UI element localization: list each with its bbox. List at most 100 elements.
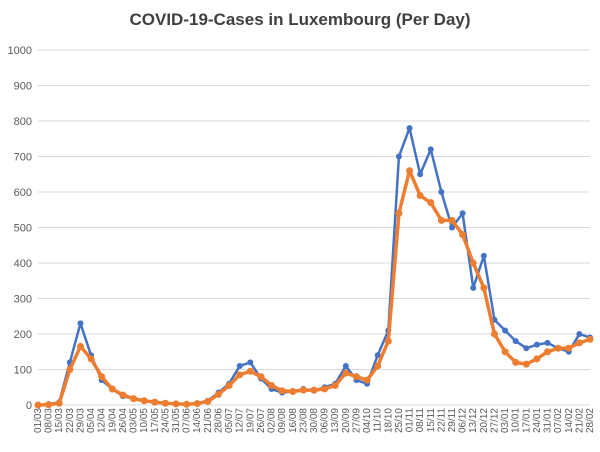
data-point xyxy=(480,284,488,292)
data-point xyxy=(427,199,435,207)
x-tick-label: 26/07 xyxy=(256,408,267,433)
data-point xyxy=(257,373,265,381)
data-point xyxy=(395,153,402,160)
x-tick-label: 17/01 xyxy=(521,408,532,433)
data-point xyxy=(204,397,212,405)
data-point xyxy=(417,171,424,178)
data-point xyxy=(449,224,455,231)
x-tick-label: 17/05 xyxy=(150,408,161,433)
x-tick-label: 01/11 xyxy=(405,408,416,433)
data-point xyxy=(490,330,498,338)
data-point xyxy=(98,373,106,381)
data-point xyxy=(151,398,159,406)
data-point xyxy=(183,400,191,408)
x-tick-label: 18/10 xyxy=(383,408,394,433)
data-point xyxy=(501,348,509,356)
data-point xyxy=(575,339,583,347)
x-tick-label: 27/09 xyxy=(351,408,362,433)
x-tick-label: 15/03 xyxy=(54,408,65,433)
x-tick-label: 12/07 xyxy=(235,408,246,433)
x-tick-label: 31/05 xyxy=(171,408,182,433)
x-tick-label: 12/04 xyxy=(97,408,108,433)
chart-title: COVID-19-Cases in Luxembourg (Per Day) xyxy=(129,10,471,29)
x-tick-label: 02/08 xyxy=(267,408,278,433)
data-point xyxy=(310,386,318,394)
data-point xyxy=(384,337,392,345)
x-tick-label: 03/01 xyxy=(500,408,511,433)
y-tick-label: 0 xyxy=(26,400,32,412)
data-point xyxy=(214,390,222,398)
data-point xyxy=(45,401,53,409)
data-point xyxy=(363,376,371,384)
x-tick-label: 26/04 xyxy=(118,408,129,433)
data-point xyxy=(522,360,530,368)
data-point xyxy=(459,231,467,239)
y-tick-label: 600 xyxy=(14,187,32,199)
data-point xyxy=(554,344,562,352)
data-point xyxy=(427,146,434,153)
x-tick-label: 05/04 xyxy=(86,408,97,433)
x-tick-label: 24/05 xyxy=(160,408,171,433)
x-tick-label: 01/03 xyxy=(33,408,44,433)
x-tick-label: 14/02 xyxy=(564,408,575,433)
x-tick-label: 08/11 xyxy=(415,408,426,433)
data-point xyxy=(544,348,552,356)
y-tick-label: 700 xyxy=(14,152,32,164)
data-point xyxy=(448,216,456,224)
data-point xyxy=(374,362,382,370)
data-point xyxy=(523,345,530,352)
data-point xyxy=(565,344,573,352)
x-tick-label: 20/12 xyxy=(479,408,490,433)
data-point xyxy=(374,352,381,359)
x-tick-label: 29/11 xyxy=(447,408,458,433)
x-tick-label: 07/06 xyxy=(182,408,193,433)
data-point xyxy=(586,335,594,343)
y-tick-label: 300 xyxy=(14,294,32,306)
data-point xyxy=(459,210,466,217)
data-point xyxy=(321,385,329,393)
data-point xyxy=(236,371,244,379)
x-tick-label: 22/03 xyxy=(65,408,76,433)
data-point xyxy=(172,400,180,408)
data-point xyxy=(55,399,63,407)
x-tick-label: 04/10 xyxy=(362,408,373,433)
x-tick-label: 28/06 xyxy=(213,408,224,433)
data-point xyxy=(119,391,127,399)
x-tick-label: 06/12 xyxy=(458,408,469,433)
x-tick-label: 27/12 xyxy=(489,408,500,433)
x-tick-label: 23/08 xyxy=(298,408,309,433)
x-tick-label: 19/07 xyxy=(245,408,256,433)
y-tick-label: 800 xyxy=(14,116,32,128)
data-point xyxy=(342,362,349,369)
x-tick-label: 11/10 xyxy=(373,408,384,433)
x-tick-label: 15/11 xyxy=(426,408,437,433)
x-tick-label: 25/10 xyxy=(394,408,405,433)
data-point xyxy=(236,362,243,369)
data-point xyxy=(342,369,350,377)
data-point xyxy=(161,399,169,407)
x-tick-label: 21/06 xyxy=(203,408,214,433)
y-tick-label: 1000 xyxy=(8,45,32,57)
data-point xyxy=(87,355,95,363)
y-tick-label: 100 xyxy=(14,365,32,377)
x-tick-label: 29/03 xyxy=(75,408,86,433)
data-point xyxy=(140,397,148,405)
data-point xyxy=(416,192,424,200)
data-point xyxy=(544,339,551,346)
x-tick-label: 05/07 xyxy=(224,408,235,433)
data-point xyxy=(469,259,477,267)
data-point xyxy=(331,381,339,389)
x-tick-label: 20/09 xyxy=(341,408,352,433)
data-point xyxy=(246,367,254,375)
data-point xyxy=(480,252,487,259)
data-point xyxy=(299,386,307,394)
data-point xyxy=(130,395,138,403)
data-point xyxy=(533,341,540,348)
x-tick-label: 10/01 xyxy=(511,408,522,433)
y-tick-label: 900 xyxy=(14,81,32,93)
x-tick-label: 13/12 xyxy=(468,408,479,433)
data-point xyxy=(533,355,541,363)
data-point xyxy=(34,401,42,409)
data-point xyxy=(225,381,233,389)
